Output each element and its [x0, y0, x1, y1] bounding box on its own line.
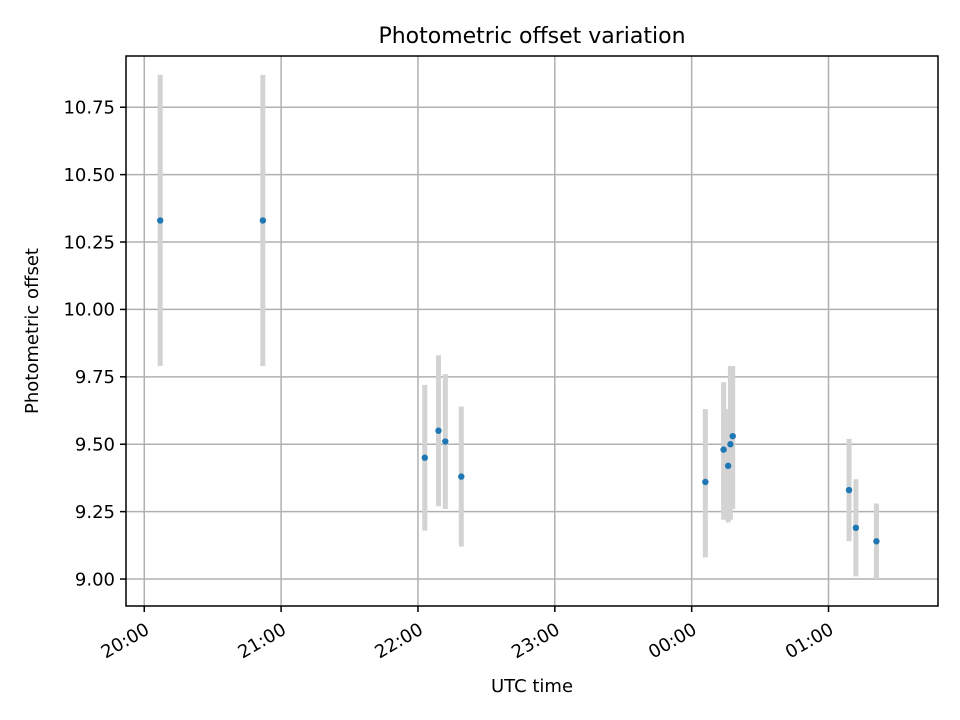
data-point [845, 486, 853, 494]
x-tick-label: 21:00 [234, 619, 289, 663]
data-point [435, 427, 442, 434]
y-axis-label: Photometric offset [22, 248, 43, 414]
data-point [852, 524, 860, 532]
data-point [259, 217, 267, 224]
x-tick-label: 00:00 [645, 619, 700, 663]
x-tick-label: 01:00 [782, 619, 837, 663]
y-tick-label: 9.75 [75, 367, 115, 388]
y-tick-label: 9.00 [75, 569, 115, 590]
y-tick-label: 10.00 [63, 300, 115, 321]
chart-title: Photometric offset variation [378, 24, 685, 49]
data-point [157, 217, 164, 224]
data-points [157, 217, 880, 545]
data-point [724, 462, 732, 470]
data-point [727, 441, 734, 448]
data-point [458, 473, 465, 480]
y-tick-label: 9.25 [75, 502, 115, 523]
data-point [720, 446, 727, 453]
error-bars [157, 74, 879, 580]
y-tick-label: 10.50 [63, 165, 115, 186]
x-axis: 20:00 21:00 22:00 23:00 00:00 01:00 [98, 606, 837, 663]
data-point [442, 438, 449, 445]
data-point [702, 478, 709, 486]
y-tick-label: 10.25 [63, 232, 115, 253]
x-axis-label: UTC time [491, 676, 573, 697]
y-tick-label: 9.50 [75, 435, 115, 456]
y-tick-label: 10.75 [63, 98, 115, 119]
data-point [729, 432, 736, 440]
y-axis: 9.00 9.25 9.50 9.75 10.00 10.25 10.50 10.75 [63, 98, 126, 590]
data-point [421, 454, 428, 461]
x-tick-label: 20:00 [98, 619, 153, 663]
data-point [873, 538, 880, 545]
x-tick-label: 22:00 [371, 619, 426, 663]
grid-lines [126, 56, 938, 606]
x-tick-label: 23:00 [508, 619, 563, 663]
plot-frame [125, 55, 939, 607]
